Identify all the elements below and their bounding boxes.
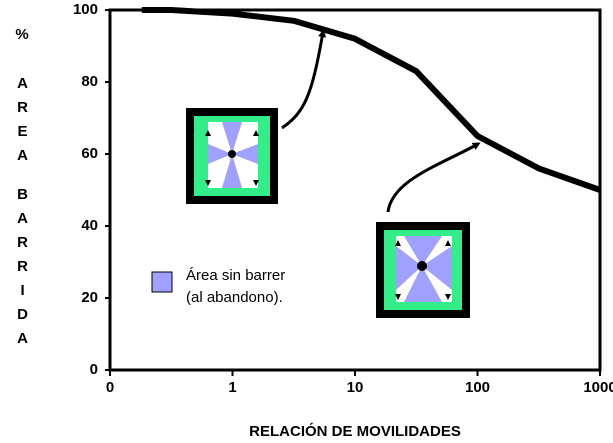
pattern-icon	[376, 222, 470, 318]
line-series	[141, 7, 601, 193]
legend-label: Área sin barrer	[186, 267, 285, 284]
y-tick-label: 40	[81, 217, 98, 234]
y-tick-label: 20	[81, 289, 98, 306]
x-tick-label: 100	[465, 379, 490, 396]
y-tick-label: 80	[81, 73, 98, 90]
y-label: BARRIDA	[14, 186, 31, 354]
y-tick-label: 100	[73, 1, 98, 18]
x-tick-label: 1	[228, 379, 236, 396]
pattern-icon	[186, 108, 278, 204]
x-tick-label: 10	[347, 379, 364, 396]
arrow	[281, 29, 327, 130]
y-tick-label: 0	[90, 361, 98, 378]
plot-frame	[108, 8, 602, 372]
y-unit: %	[15, 26, 28, 43]
arrow	[386, 142, 481, 213]
y-label: AREA	[14, 75, 31, 171]
x-tick-label: 1000	[583, 379, 613, 396]
x-label: RELACIÓN DE MOVILIDADES	[249, 422, 461, 440]
legend-label: (al abandono).	[186, 289, 283, 306]
x-tick-label: 0	[106, 379, 114, 396]
y-tick-label: 60	[81, 145, 98, 162]
legend-swatch	[151, 271, 173, 293]
